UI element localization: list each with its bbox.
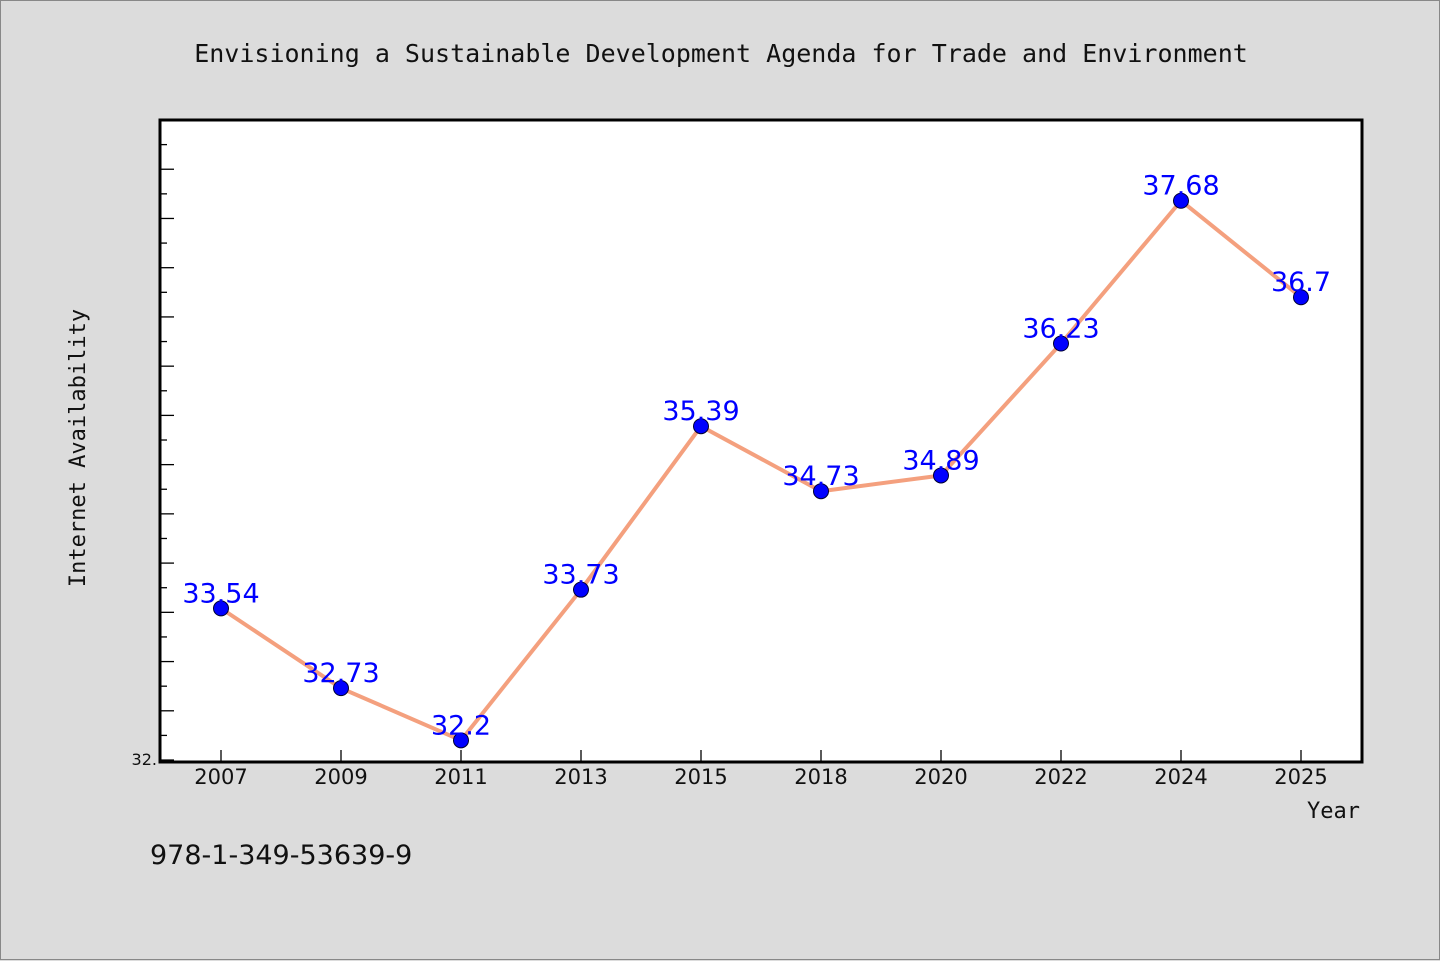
plot-area xyxy=(158,118,1364,764)
y-axis-title: Internet Availability xyxy=(66,309,91,587)
x-tick-labels: 2007 2009 2011 2013 2015 2018 2020 2022 2024 2025 xyxy=(194,765,1327,789)
isbn-label: 978-1-349-53639-9 xyxy=(150,840,412,871)
data-label: 36.7 xyxy=(1271,267,1331,298)
data-label: 35.39 xyxy=(662,396,739,427)
y-axis-ticks xyxy=(160,143,174,761)
data-labels: 33.54 32.73 32.2 33.73 35.39 34.73 34.89 36.23 3… xyxy=(182,171,1331,742)
data-point-marker xyxy=(1173,192,1189,209)
data-point-marker xyxy=(813,483,829,500)
x-tick-label: 2024 xyxy=(1154,765,1207,789)
x-tick-label: 2015 xyxy=(674,765,727,789)
data-point-marker xyxy=(453,732,469,749)
data-point-marker xyxy=(1293,289,1309,306)
x-tick-label: 2020 xyxy=(914,765,967,789)
data-label: 34.73 xyxy=(782,461,859,492)
data-point-marker xyxy=(333,680,349,697)
x-tick-label: 2011 xyxy=(434,765,487,789)
data-label: 33.73 xyxy=(542,560,619,591)
x-axis-title: Year xyxy=(1307,799,1360,824)
data-point-marker xyxy=(933,467,949,484)
x-tick-label: 2018 xyxy=(794,765,847,789)
data-label: 34.89 xyxy=(902,445,979,476)
x-tick-label: 2009 xyxy=(314,765,367,789)
chart-title: Envisioning a Sustainable Development Ag… xyxy=(194,39,1248,68)
y-tick-label: 32. xyxy=(132,750,157,769)
x-tick-label: 2007 xyxy=(194,765,247,789)
data-label: 36.23 xyxy=(1022,314,1099,345)
x-axis-ticks xyxy=(220,750,1302,762)
data-label: 33.54 xyxy=(182,578,259,609)
series-line-group xyxy=(219,198,1303,743)
data-point-marker xyxy=(213,600,229,617)
series-line xyxy=(219,198,1303,743)
data-label: 32.73 xyxy=(302,658,379,689)
x-tick-label: 2022 xyxy=(1034,765,1087,789)
data-point-marker xyxy=(573,581,589,598)
x-tick-label: 2025 xyxy=(1274,765,1327,789)
y-tick-labels: 32. xyxy=(132,750,157,769)
data-point-marker xyxy=(1053,335,1069,352)
data-label: 37.68 xyxy=(1142,171,1219,202)
data-label: 32.2 xyxy=(431,710,491,741)
data-point-marker xyxy=(693,418,709,435)
data-markers xyxy=(213,192,1309,749)
x-tick-label: 2013 xyxy=(554,765,607,789)
